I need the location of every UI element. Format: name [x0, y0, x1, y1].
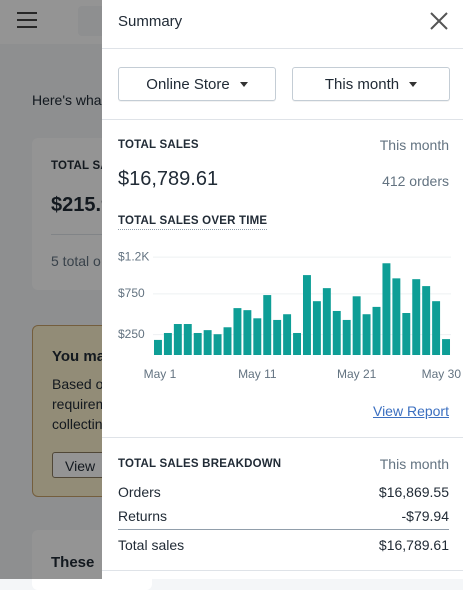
- breakdown-period: This month: [379, 456, 449, 472]
- divider: [102, 48, 463, 49]
- bar: [412, 279, 421, 355]
- bar: [322, 288, 331, 355]
- bar: [352, 296, 361, 355]
- caret: [409, 81, 418, 87]
- bar: [163, 332, 172, 355]
- chart: $250 $750 $1.2K May 1 May 11 May 21 May 30: [118, 249, 462, 381]
- total-sales-label: TOTAL SALES: [118, 139, 199, 151]
- caret: [239, 81, 248, 87]
- breakdown-row: Orders $16,869.55: [118, 484, 449, 500]
- divider: [102, 437, 463, 438]
- close-button[interactable]: [429, 11, 449, 31]
- menu-icon[interactable]: [17, 12, 37, 28]
- bar: [312, 301, 321, 355]
- x-tick-label: May 21: [337, 367, 377, 381]
- notice-line: collectin: [52, 416, 103, 432]
- x-tick-label: May 11: [238, 367, 277, 381]
- intro-text: Here's wha: [32, 92, 102, 108]
- bar: [402, 313, 411, 355]
- notice-line: Based o: [52, 376, 104, 392]
- filter-label: Online Store: [146, 75, 230, 93]
- bar: [273, 319, 282, 355]
- bar: [183, 324, 192, 355]
- row-label: Returns: [118, 508, 168, 524]
- bar: [342, 319, 351, 355]
- period-filter[interactable]: This month: [292, 67, 450, 101]
- bar: [293, 332, 302, 355]
- divider: [102, 570, 463, 571]
- total-sales-value: $16,789.61: [118, 168, 219, 190]
- divider: [102, 119, 463, 120]
- bar: [223, 327, 232, 355]
- bar: [422, 286, 431, 355]
- bar: [362, 314, 371, 355]
- bar: [233, 308, 242, 355]
- bar: [213, 334, 222, 355]
- bar: [372, 306, 381, 355]
- breakdown-title: TOTAL SALES BREAKDOWN: [118, 458, 282, 470]
- x-tick-label: May 1: [144, 367, 177, 381]
- view-report-link[interactable]: View Report: [372, 403, 449, 419]
- bar: [193, 332, 202, 355]
- breakdown-row: Returns -$79.94: [118, 508, 449, 524]
- row-label: Orders: [118, 484, 161, 500]
- row-value: $16,869.55: [378, 484, 449, 500]
- bar: [243, 310, 252, 355]
- store-filter[interactable]: Online Store: [118, 67, 276, 101]
- row-label: Total sales: [118, 537, 185, 553]
- bar: [392, 278, 401, 355]
- card-value: $215.9: [51, 194, 113, 216]
- row-value: -$79.94: [401, 508, 449, 524]
- orders-count: 412 orders: [382, 173, 449, 189]
- bar: [263, 295, 272, 355]
- summary-drawer: Summary Online Store This month TOTAL SA…: [102, 0, 463, 579]
- bar: [442, 339, 451, 355]
- total-sales-period: This month: [379, 137, 449, 153]
- bar: [302, 275, 311, 355]
- y-tick-label: $250: [118, 327, 145, 341]
- y-tick-label: $750: [118, 286, 145, 300]
- bar: [173, 324, 182, 355]
- bar: [203, 330, 212, 355]
- filter-label: This month: [324, 75, 400, 93]
- x-tick-label: May 30: [422, 367, 462, 381]
- bar: [432, 301, 441, 355]
- card-divider: [51, 234, 151, 235]
- section-title: These: [51, 554, 95, 571]
- close-icon: [430, 12, 448, 30]
- divider: [118, 529, 449, 530]
- bar: [153, 339, 162, 355]
- y-tick-label: $1.2K: [118, 249, 149, 263]
- bar: [253, 318, 262, 355]
- bar: [283, 314, 292, 355]
- notice-title: You ma: [52, 348, 106, 365]
- breakdown-row: Total sales $16,789.61: [118, 537, 449, 553]
- bar: [332, 310, 341, 355]
- bar: [382, 263, 391, 355]
- card-note: 5 total o: [51, 253, 101, 269]
- row-value: $16,789.61: [378, 537, 449, 553]
- drawer-title: Summary: [118, 13, 183, 30]
- card-label: TOTAL SA: [51, 160, 109, 172]
- notice-line: requirem: [52, 396, 108, 412]
- chart-title[interactable]: TOTAL SALES OVER TIME: [118, 215, 268, 230]
